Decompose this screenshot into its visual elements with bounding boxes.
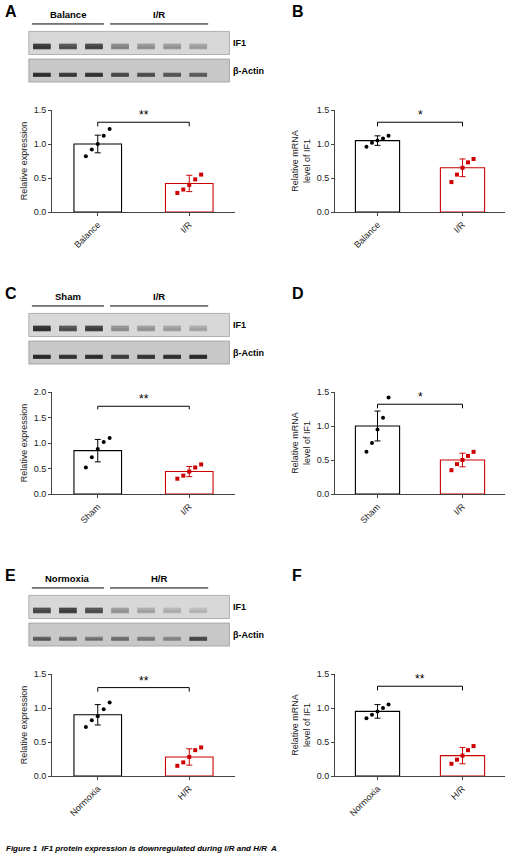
svg-text:2.0: 2.0 [34, 387, 47, 397]
svg-text:Balance: Balance [352, 220, 382, 250]
svg-text:I/R: I/R [179, 219, 195, 235]
svg-text:Balance: Balance [72, 220, 102, 250]
svg-text:1.5: 1.5 [34, 669, 47, 679]
svg-text:Relative mRNAlevel of IF1: Relative mRNAlevel of IF1 [290, 694, 312, 756]
svg-text:**: ** [139, 392, 149, 406]
svg-text:Relative expression: Relative expression [19, 404, 29, 483]
svg-text:H/R: H/R [449, 783, 467, 801]
svg-text:1.5: 1.5 [34, 413, 47, 423]
svg-text:Normoxia: Normoxia [45, 573, 90, 584]
svg-text:I/R: I/R [179, 501, 195, 517]
svg-text:IF1: IF1 [233, 602, 246, 612]
svg-text:0.0: 0.0 [317, 207, 330, 217]
svg-text:0.0: 0.0 [34, 489, 47, 499]
svg-text:Normoxia: Normoxia [68, 784, 102, 818]
svg-text:0.0: 0.0 [34, 207, 47, 217]
svg-text:Sham: Sham [79, 502, 103, 526]
svg-text:1.0: 1.0 [34, 438, 47, 448]
svg-text:0.5: 0.5 [34, 173, 47, 183]
svg-text:I/R: I/R [153, 9, 165, 20]
svg-text:1.5: 1.5 [317, 105, 330, 115]
svg-text:Normoxia: Normoxia [348, 784, 382, 818]
svg-text:Relative mRNAlevel of IF1: Relative mRNAlevel of IF1 [290, 412, 312, 474]
svg-text:B: B [292, 3, 304, 20]
svg-text:D: D [292, 285, 304, 302]
svg-text:Relative expression: Relative expression [19, 122, 29, 201]
svg-text:IF1: IF1 [233, 320, 246, 330]
svg-text:F: F [292, 567, 302, 584]
svg-text:β-Actin: β-Actin [233, 66, 264, 76]
svg-text:Sham: Sham [55, 291, 81, 302]
svg-text:1.0: 1.0 [317, 139, 330, 149]
svg-text:0.0: 0.0 [317, 489, 330, 499]
svg-text:E: E [5, 567, 16, 584]
svg-text:**: ** [139, 108, 149, 122]
svg-text:**: ** [139, 674, 149, 688]
svg-text:Relative mRNAlevel of IF1: Relative mRNAlevel of IF1 [290, 130, 312, 192]
svg-text:1.5: 1.5 [34, 105, 47, 115]
svg-text:**: ** [415, 672, 425, 686]
svg-text:β-Actin: β-Actin [233, 348, 264, 358]
svg-text:I/R: I/R [452, 219, 468, 235]
svg-text:H/R: H/R [176, 783, 194, 801]
svg-text:β-Actin: β-Actin [233, 630, 264, 640]
svg-text:0.5: 0.5 [34, 737, 47, 747]
svg-text:C: C [5, 285, 17, 302]
svg-text:IF1: IF1 [233, 38, 246, 48]
svg-text:0.0: 0.0 [317, 771, 330, 781]
svg-text:1.0: 1.0 [34, 139, 47, 149]
svg-text:Sham: Sham [358, 502, 382, 526]
svg-text:1.0: 1.0 [317, 703, 330, 713]
svg-text:0.5: 0.5 [317, 173, 330, 183]
svg-text:0.0: 0.0 [34, 771, 47, 781]
svg-text:1.0: 1.0 [34, 703, 47, 713]
svg-text:1.5: 1.5 [317, 387, 330, 397]
svg-text:1.0: 1.0 [317, 421, 330, 431]
svg-text:H/R: H/R [151, 573, 168, 584]
svg-text:Relative expression: Relative expression [19, 686, 29, 765]
svg-text:0.5: 0.5 [317, 455, 330, 465]
svg-text:*: * [418, 108, 423, 122]
svg-text:A: A [5, 3, 17, 20]
svg-text:I/R: I/R [452, 501, 468, 517]
svg-text:1.5: 1.5 [317, 669, 330, 679]
svg-text:Figure 1 IF1 protein expressi: Figure 1 IF1 protein expression is downr… [6, 844, 277, 853]
svg-text:0.5: 0.5 [34, 464, 47, 474]
svg-text:Balance: Balance [50, 9, 86, 20]
svg-text:*: * [418, 390, 423, 404]
svg-text:0.5: 0.5 [317, 737, 330, 747]
svg-text:I/R: I/R [153, 291, 165, 302]
